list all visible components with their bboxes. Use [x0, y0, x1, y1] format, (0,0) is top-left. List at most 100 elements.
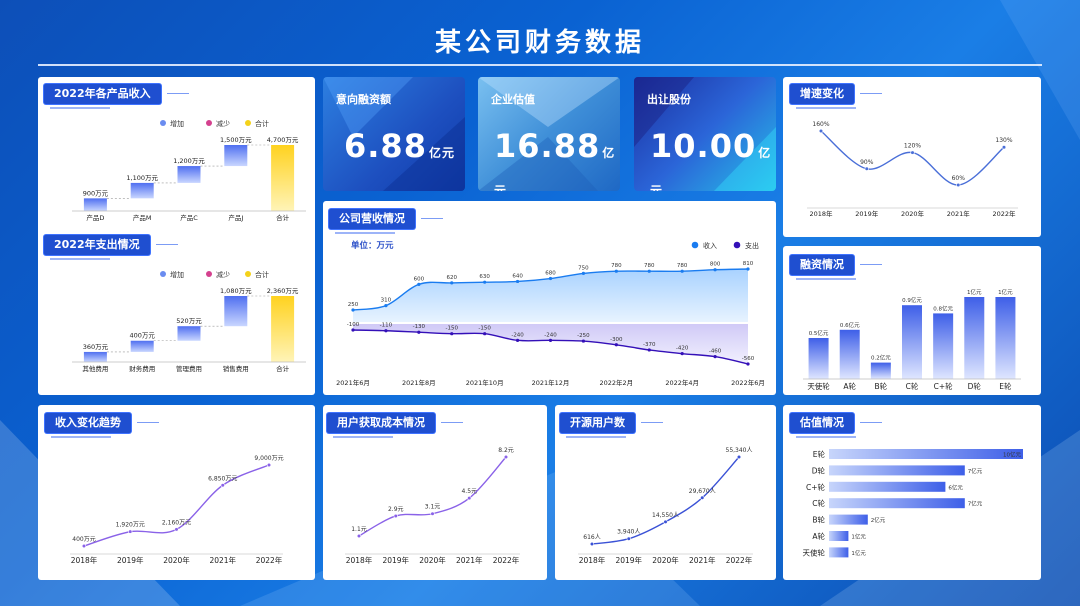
income-point — [351, 308, 355, 312]
financing-bar — [808, 338, 829, 379]
data-label: 29,670人 — [689, 488, 716, 495]
bar-value-label: 10亿元 — [1003, 451, 1021, 459]
expense-point — [515, 338, 520, 342]
data-label: 160% — [812, 121, 829, 128]
expense-point — [746, 362, 750, 366]
income-label: 250 — [348, 302, 359, 308]
axis-tick-label: 2020年 — [163, 555, 190, 565]
operating-panel: 公司营收情况 单位：万元 收入 支出 250 310 600 620 630 640 680 750… — [323, 201, 776, 395]
income-label: 780 — [611, 263, 622, 269]
valuation-bar — [829, 514, 868, 525]
kpi-equity-offered: 出让股份 10.00 亿元 — [634, 77, 776, 191]
kpi-bg-pattern — [323, 77, 465, 191]
bar-value-label: 1亿元 — [967, 288, 982, 296]
income-point — [614, 269, 618, 273]
axis-tick-label: A轮 — [812, 531, 825, 541]
income-label: 750 — [578, 265, 589, 271]
data-point — [1001, 145, 1007, 150]
legend-label: 减少 — [216, 119, 230, 128]
data-point — [467, 496, 472, 501]
financing-bar — [902, 305, 922, 379]
axis-tick-label: 2021年10月 — [466, 378, 504, 387]
axis-tick-label: C+轮 — [934, 381, 954, 391]
legend-label: 增加 — [170, 119, 184, 128]
legend-label: 收入 — [703, 241, 717, 250]
data-label: 3.1元 — [425, 504, 441, 511]
bar-value-label: 1,080万元 — [220, 287, 252, 295]
expense-area — [353, 324, 748, 364]
data-label: 1.1元 — [351, 526, 367, 533]
data-point — [910, 150, 915, 155]
legend-marker — [206, 271, 212, 277]
axis-tick-label: 财务费用 — [129, 364, 155, 373]
title-divider — [38, 64, 1042, 66]
data-label: 2.9元 — [388, 506, 404, 513]
axis-tick-label: 销售费用 — [223, 364, 249, 373]
series-line — [83, 464, 270, 547]
legend-marker — [160, 120, 166, 126]
growth-panel: 增速变化 160% 2018年 90% 2019年 120% 2020年 60% 2021年 1… — [783, 77, 1041, 237]
legend-label: 合计 — [255, 119, 269, 128]
expense-label: -100 — [347, 322, 360, 328]
axis-tick-label: 2022年 — [992, 209, 1016, 218]
legend-marker — [206, 120, 212, 126]
axis-tick-label: D轮 — [968, 381, 982, 391]
unit-label: 单位：万元 — [351, 240, 394, 251]
financing-bar — [995, 297, 1016, 379]
bar-value-label: 1亿元 — [998, 288, 1013, 296]
income-label: 640 — [512, 273, 523, 279]
expense-point — [581, 339, 586, 343]
data-label: 6,850万元 — [208, 475, 237, 482]
expense-point — [450, 332, 454, 336]
axis-tick-label: C轮 — [906, 381, 919, 391]
valuation-bar — [829, 449, 1023, 459]
axis-tick-label: 2019年 — [855, 209, 879, 218]
expense-label: -240 — [544, 332, 557, 338]
income-label: 680 — [545, 271, 556, 277]
bar-value-label: 400万元 — [129, 332, 155, 340]
axis-tick-label: 2021年 — [689, 555, 716, 565]
income-point — [483, 280, 487, 284]
expense-waterfall-chart: 增加 减少 合计360万元其他费用400万元财务费用520万元管理费用1,080万元… — [72, 270, 306, 373]
axis-tick-label: 2020年 — [901, 209, 925, 218]
axis-tick-label: 2018年 — [71, 555, 98, 565]
axis-tick-label: 产品M — [133, 213, 152, 222]
valuation-bar — [829, 498, 965, 509]
operating-chart-title: 公司营收情况 — [329, 209, 443, 234]
axis-tick-label: 2020年 — [419, 555, 446, 565]
expense-label: -420 — [676, 346, 689, 352]
data-label: 400万元 — [72, 536, 95, 543]
legend-marker — [733, 241, 741, 249]
axis-tick-label: 管理费用 — [176, 364, 202, 373]
legend-marker — [245, 271, 251, 277]
axis-tick-label: 产品C — [180, 213, 198, 222]
income-label: 780 — [677, 263, 688, 269]
bar-value-label: 520万元 — [176, 317, 202, 325]
income-label: 780 — [644, 263, 655, 269]
income-label: 310 — [381, 298, 392, 304]
waterfall-bar — [130, 340, 154, 352]
income-point — [515, 279, 520, 284]
axis-tick-label: E轮 — [999, 381, 1012, 391]
expense-label: -560 — [742, 356, 755, 362]
legend-label: 增加 — [170, 270, 184, 279]
income-point — [647, 269, 651, 273]
axis-tick-label: 2020年 — [652, 555, 679, 565]
axis-tick-label: D轮 — [812, 465, 826, 475]
kpi-valuation: 企业估值 16.88 亿元 — [478, 77, 620, 191]
expense-label: -370 — [643, 342, 656, 348]
expense-label: -150 — [478, 326, 491, 332]
kpi-number: 16.88 — [494, 127, 601, 165]
kpi-label: 企业估值 — [491, 93, 535, 106]
kpi-label: 出让股份 — [647, 93, 691, 106]
data-label: 1,920万元 — [116, 522, 145, 529]
data-point — [128, 529, 133, 534]
bar-value-label: 7亿元 — [968, 500, 983, 508]
income-point — [713, 268, 717, 272]
income-area — [353, 269, 748, 322]
legend-label: 合计 — [255, 270, 269, 279]
expense-point — [483, 332, 487, 336]
data-point — [503, 454, 509, 460]
axis-tick-label: 合计 — [276, 213, 290, 222]
income-point — [450, 281, 454, 285]
